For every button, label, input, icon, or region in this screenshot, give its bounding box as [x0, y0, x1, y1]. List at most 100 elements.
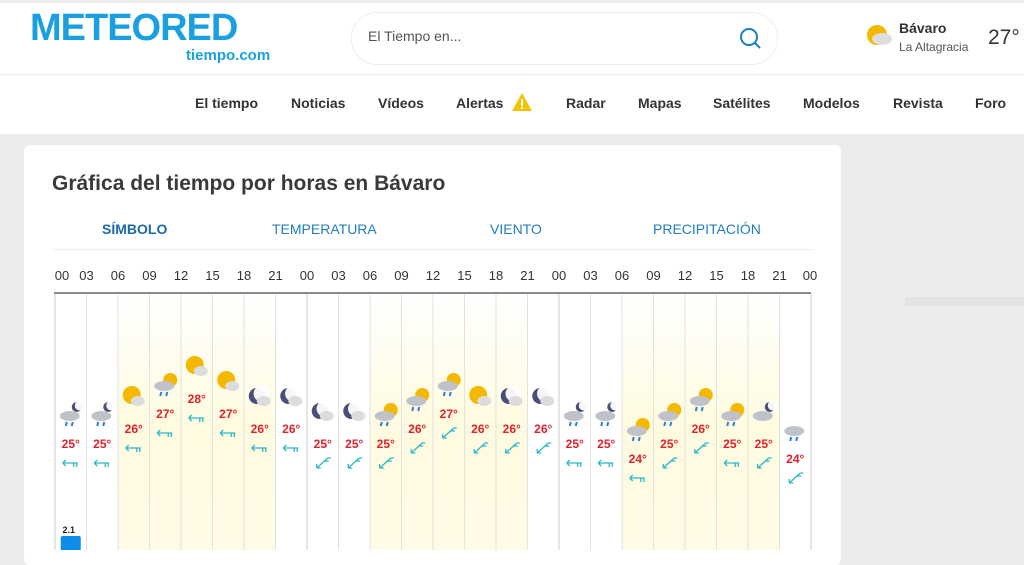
wind-arrow-w	[723, 459, 740, 467]
temperature-label: 27°	[156, 407, 174, 421]
rain-sun-icon	[437, 373, 461, 397]
moon-cloud-icon	[500, 385, 523, 406]
temperature-label: 26°	[408, 422, 426, 436]
moon-cloud-icon	[311, 400, 334, 421]
temperature-label: 24°	[629, 452, 647, 466]
hour-label: 18	[741, 268, 755, 283]
daylight-band	[149, 293, 181, 550]
logo-subtext: tiempo.com	[186, 47, 271, 64]
nav-radar[interactable]: Radar	[566, 95, 606, 111]
main-nav: El tiempo Noticias Vídeos Alertas Radar …	[0, 93, 1024, 115]
sun-cloud-icon	[864, 25, 894, 54]
daylight-band	[370, 293, 402, 550]
nav-revista[interactable]: Revista	[893, 95, 943, 111]
wind-arrow-sw	[347, 457, 363, 469]
hour-label: 18	[237, 268, 251, 283]
hour-label: 00	[552, 268, 566, 283]
nav-foro[interactable]: Foro	[975, 95, 1007, 111]
temperature-label: 26°	[692, 422, 710, 436]
hour-label: 00	[55, 268, 69, 283]
temperature-label: 27°	[219, 407, 237, 421]
wind-arrow-sw	[316, 457, 331, 469]
hourly-symbol-chart: 00 03 06 09 12 15 18 21 00 03 06 09 12 15 18 21 00 03 06 09…	[54, 268, 817, 550]
nav-alertas[interactable]: Alertas	[456, 95, 504, 111]
temperature-label: 26°	[125, 422, 143, 436]
daylight-band	[716, 293, 748, 550]
nav-satelites[interactable]: Satélites	[713, 95, 771, 111]
hour-label: 09	[142, 268, 156, 283]
wind-arrow-sw	[473, 442, 489, 454]
nav-videos[interactable]: Vídeos	[378, 95, 424, 111]
wind-arrow-sw	[788, 472, 804, 484]
moon-cloud-icon	[343, 400, 366, 421]
daylight-band	[653, 293, 685, 550]
wind-arrow-w	[282, 444, 299, 452]
cloud-moon-icon	[752, 400, 778, 421]
hour-label: 09	[394, 268, 408, 283]
temperature-label: 25°	[62, 437, 80, 451]
temperature-label: 26°	[471, 422, 489, 436]
rain-sun-icon	[721, 403, 745, 427]
current-location[interactable]: Bávaro La Altagracia 27°	[864, 20, 1020, 55]
nav-noticias[interactable]: Noticias	[291, 95, 346, 111]
rain-cloud-icon	[784, 426, 805, 442]
temperature-label: 28°	[188, 392, 206, 406]
hour-label: 18	[489, 268, 503, 283]
wind-arrow-w	[597, 459, 614, 467]
daylight-band	[433, 293, 465, 550]
hour-label: 03	[331, 268, 345, 283]
precip-label: 2.1	[62, 525, 75, 535]
temperature-label: 24°	[786, 452, 804, 466]
temperature-label: 27°	[440, 407, 458, 421]
hour-label: 00	[803, 268, 817, 283]
rain-sun-icon	[406, 388, 430, 412]
temperature-label: 25°	[93, 437, 111, 451]
hour-label: 00	[300, 268, 314, 283]
hour-label: 15	[709, 268, 723, 283]
rain-moon-icon	[91, 400, 117, 427]
nav-mapas[interactable]: Mapas	[638, 95, 682, 111]
sun-cloud-icon	[122, 386, 145, 406]
hour-label: 21	[268, 268, 282, 283]
hour-label: 15	[457, 268, 471, 283]
rain-sun-icon	[374, 403, 398, 427]
temperature-label: 25°	[345, 437, 363, 451]
tab-temperatura[interactable]: TEMPERATURA	[272, 221, 377, 237]
wind-arrow-sw	[379, 457, 394, 469]
location-region: La Altagracia	[899, 40, 969, 54]
hour-label: 03	[79, 268, 93, 283]
search-box	[351, 12, 778, 65]
search-icon[interactable]	[739, 27, 761, 54]
temperature-label: 25°	[597, 437, 615, 451]
hour-label: 06	[111, 268, 125, 283]
daylight-band	[181, 293, 213, 550]
temperature-label: 25°	[377, 437, 395, 451]
rain-sun-icon	[689, 388, 713, 412]
wind-arrow-sw	[410, 442, 426, 454]
sun-cloud-icon	[217, 371, 240, 391]
hour-label: 12	[426, 268, 440, 283]
wind-arrow-sw	[442, 427, 457, 439]
tab-precipitacion[interactable]: PRECIPITACIÓN	[653, 221, 761, 237]
rain-sun-icon	[154, 373, 178, 397]
sun-cloud-icon	[469, 386, 492, 406]
scrollbar[interactable]	[905, 297, 1024, 306]
daylight-band	[464, 293, 496, 550]
rain-sun-icon	[658, 403, 682, 427]
wind-arrow-w	[219, 429, 236, 437]
nav-modelos[interactable]: Modelos	[803, 95, 860, 111]
meteored-logo[interactable]: METEORED tiempo.com	[30, 9, 280, 65]
daylight-band	[748, 293, 780, 550]
precip-bar	[60, 536, 81, 550]
nav-el-tiempo[interactable]: El tiempo	[195, 95, 259, 111]
wind-arrow-sw	[536, 442, 552, 454]
temperature-label: 26°	[251, 422, 269, 436]
rain-moon-icon	[59, 400, 85, 427]
hour-label: 21	[772, 268, 786, 283]
temperature-label: 26°	[503, 422, 521, 436]
tab-viento[interactable]: VIENTO	[490, 221, 542, 237]
daylight-band	[244, 293, 276, 550]
search-input[interactable]	[368, 28, 728, 44]
tab-simbolo[interactable]: SÍMBOLO	[102, 221, 168, 237]
hour-label: 06	[363, 268, 377, 283]
